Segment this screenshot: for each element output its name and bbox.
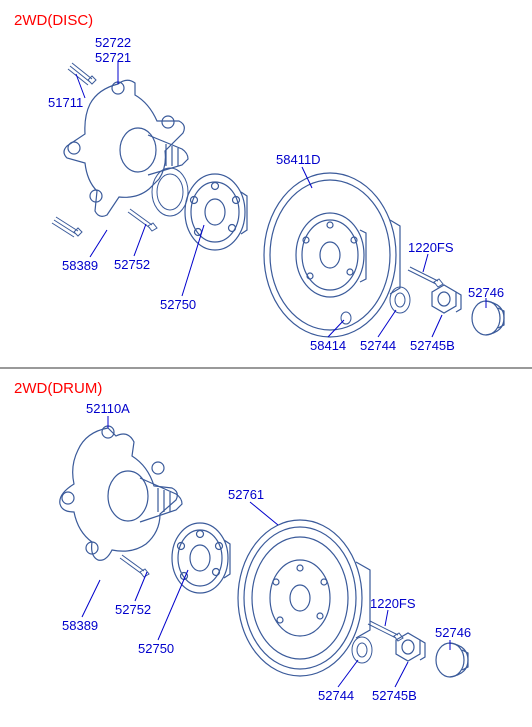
part-label: 52746 (435, 625, 471, 640)
part-label: 1220FS (370, 596, 416, 611)
part-label: 51711 (48, 95, 83, 110)
part-label: 58411D (276, 152, 321, 167)
part-label: 52750 (160, 297, 196, 312)
part-label: 52722 (95, 35, 131, 50)
part-label: 52721 (95, 50, 131, 65)
part-label: 52752 (114, 257, 150, 272)
part-label: 52744 (360, 338, 396, 353)
part-label: 52761 (228, 487, 264, 502)
part-label: 52110A (86, 401, 130, 416)
part-label: 52745B (410, 338, 455, 353)
part-label: 52745B (372, 688, 417, 703)
part-label: 58389 (62, 258, 98, 273)
section-title-disc: 2WD(DISC) (14, 12, 93, 29)
part-label: 52750 (138, 641, 174, 656)
section-title-drum: 2WD(DRUM) (14, 380, 102, 397)
part-label: 52746 (468, 285, 504, 300)
part-label: 52752 (115, 602, 151, 617)
part-label: 52744 (318, 688, 354, 703)
part-label: 58389 (62, 618, 98, 633)
part-label: 1220FS (408, 240, 454, 255)
part-label: 58414 (310, 338, 346, 353)
